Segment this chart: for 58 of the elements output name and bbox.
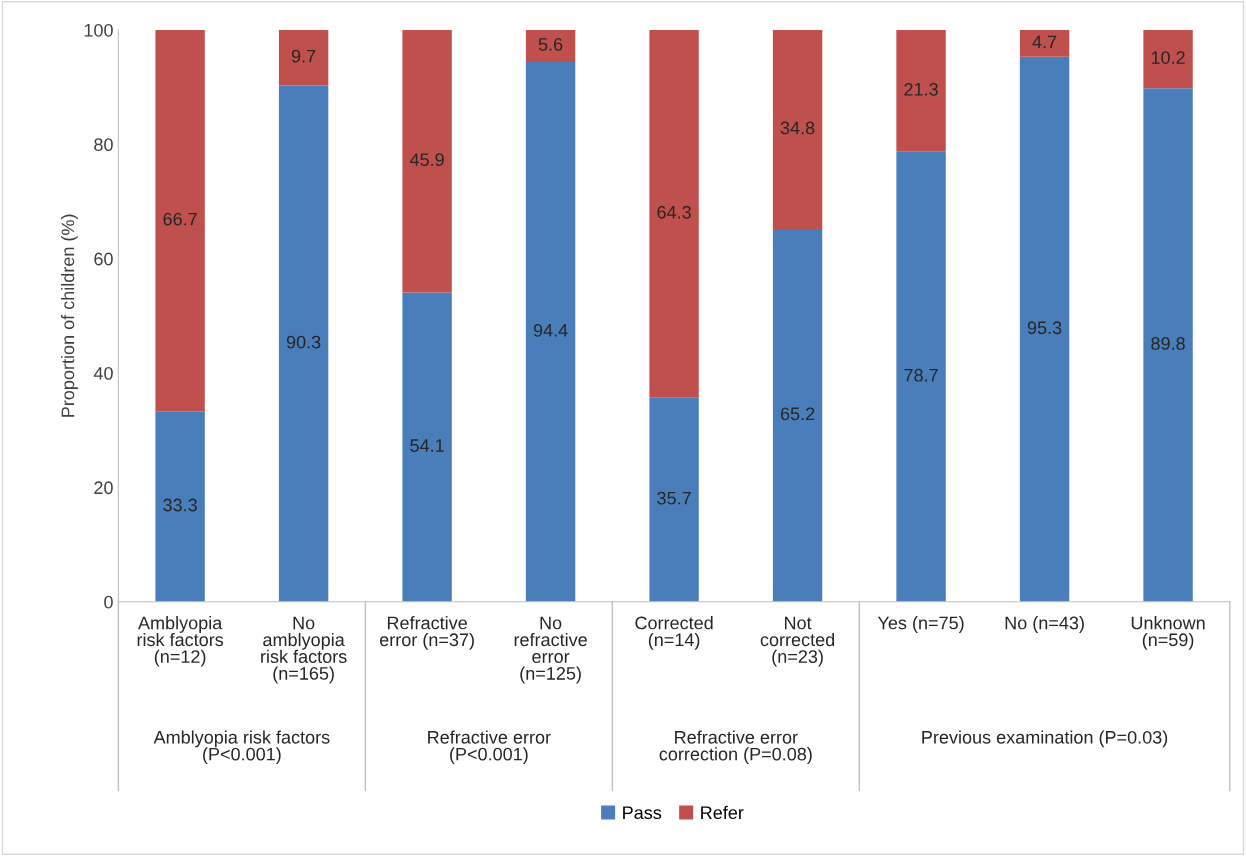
y-tick-label: 80 xyxy=(94,138,113,152)
x-tick-label: No amblyopia risk factors (n=165) xyxy=(261,616,347,684)
data-label: 10.2 xyxy=(1151,51,1185,64)
text: Previous examination (P=0.03) xyxy=(922,730,1168,748)
bar xyxy=(649,397,699,602)
x-tick-label: Unknown (n=59) xyxy=(1131,616,1205,650)
bar xyxy=(1019,29,1070,57)
y-tick-label: 40 xyxy=(93,366,113,380)
bar xyxy=(1143,88,1193,602)
x-tick-label: No (n=43) xyxy=(1005,616,1084,633)
data-label: 65.2 xyxy=(780,407,815,421)
bar xyxy=(155,29,205,412)
text: Refractive error correction (P=0.08) xyxy=(659,730,812,765)
bar xyxy=(402,29,452,293)
bar xyxy=(278,29,329,86)
text: Refractive error (P<0.001) xyxy=(428,730,551,765)
bar xyxy=(896,29,946,152)
x-tick-label: Refractive error (n=37) xyxy=(379,616,474,650)
x-tick-label: Corrected (n=14) xyxy=(635,616,713,650)
data-label: 66.7 xyxy=(163,212,197,226)
data-label: 89.8 xyxy=(1151,337,1185,350)
bar xyxy=(155,411,205,602)
data-label: 34.8 xyxy=(780,121,815,135)
y-tick-label: 20 xyxy=(94,481,113,495)
data-label: 21.3 xyxy=(904,82,938,96)
bar xyxy=(525,29,576,62)
data-label: 90.3 xyxy=(286,335,321,349)
data-label: 5.6 xyxy=(538,38,563,51)
bar xyxy=(772,29,823,229)
data-label: 78.7 xyxy=(904,368,938,382)
y-axis-title: Proportion of children (%) xyxy=(61,214,78,417)
bar xyxy=(896,151,946,602)
data-label: 64.3 xyxy=(657,205,691,219)
x-tick-label: Amblyopia risk factors (n=12) xyxy=(137,616,224,667)
bar xyxy=(278,85,329,602)
legend-label: Pass xyxy=(623,806,662,820)
text: Amblyopia risk factors (P<0.001) xyxy=(153,730,330,765)
bar xyxy=(402,292,452,602)
x-tick-label: Yes (n=75) xyxy=(877,616,964,633)
bar xyxy=(772,228,823,602)
bar xyxy=(1143,29,1193,89)
data-label: 94.4 xyxy=(533,323,568,337)
y-tick-label: 100 xyxy=(84,23,113,37)
bar xyxy=(1019,56,1070,602)
data-label: 95.3 xyxy=(1027,321,1062,335)
bar xyxy=(525,61,576,602)
data-label: 45.9 xyxy=(409,153,444,167)
y-tick-label: 0 xyxy=(104,595,113,609)
data-label: 54.1 xyxy=(410,439,444,452)
data-label: 33.3 xyxy=(163,498,197,512)
data-label: 35.7 xyxy=(657,491,691,505)
data-label: 4.7 xyxy=(1032,35,1057,49)
legend-label: Refer xyxy=(701,805,744,820)
bar xyxy=(649,29,699,398)
data-label: 9.7 xyxy=(291,49,316,63)
x-tick-label: Not corrected (n=23) xyxy=(760,616,835,667)
x-tick-label: No refractive error (n=125) xyxy=(514,616,587,684)
y-tick-label: 60 xyxy=(94,252,113,266)
